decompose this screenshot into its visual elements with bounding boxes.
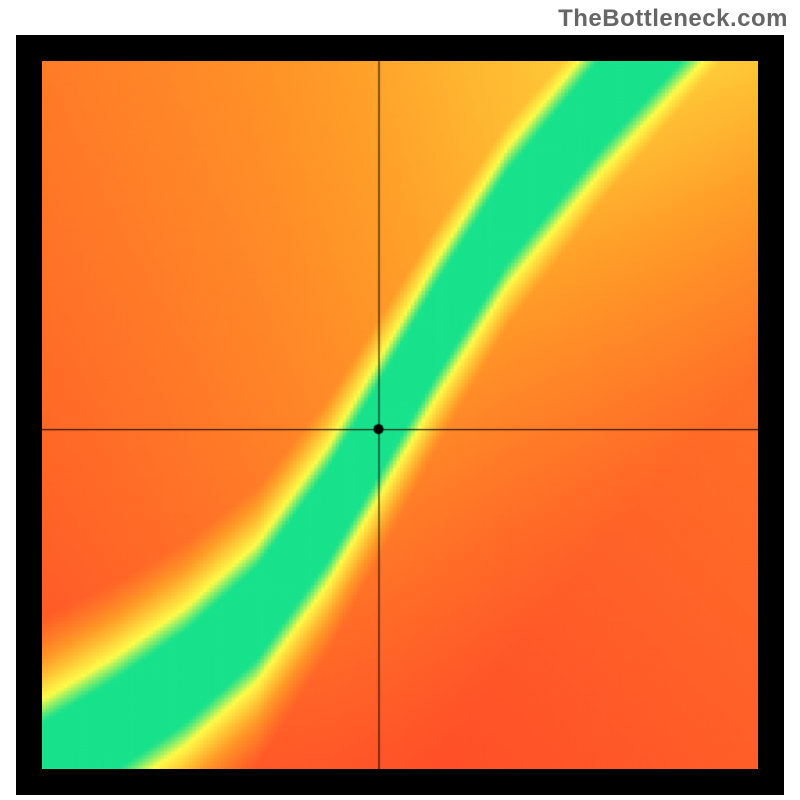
chart-outer-frame [16, 35, 784, 795]
heatmap-canvas [42, 61, 758, 769]
watermark-text: TheBottleneck.com [558, 5, 788, 33]
heatmap-canvas-wrap [42, 61, 758, 769]
